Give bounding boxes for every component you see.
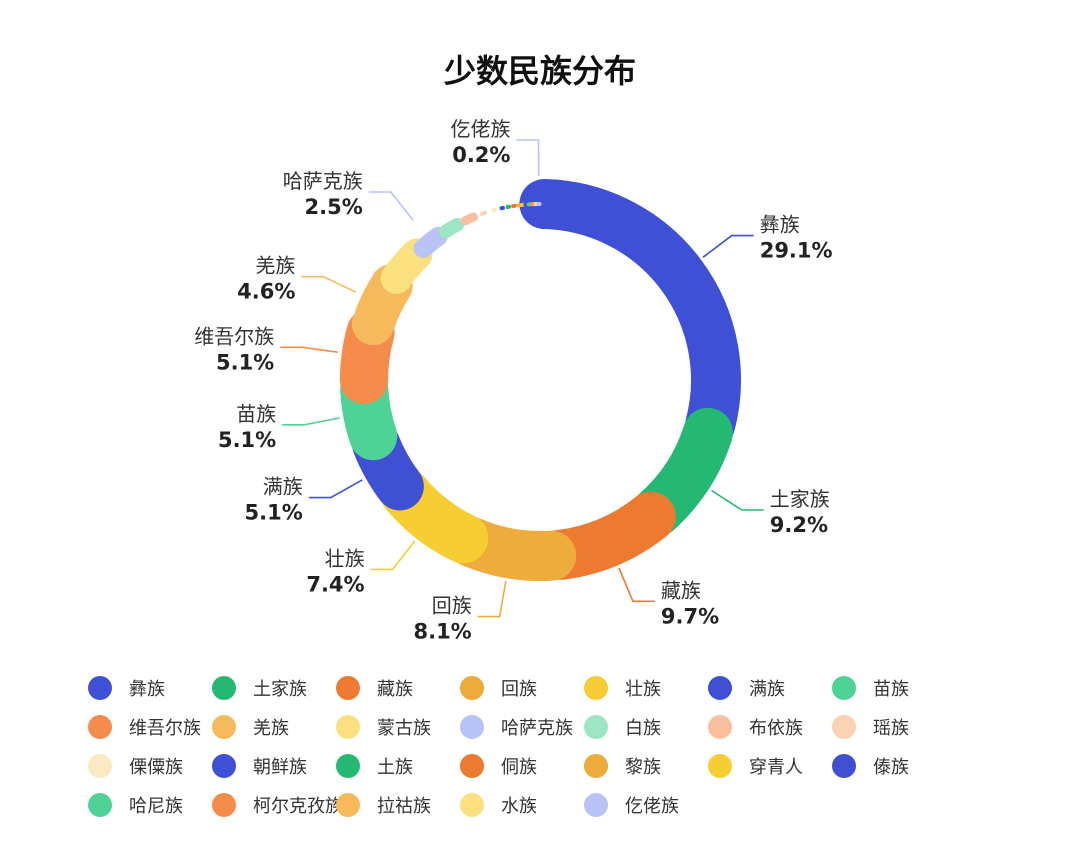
slice-布依族 [460, 212, 479, 226]
legend-swatch [336, 676, 360, 700]
data-label-value: 9.2% [770, 513, 828, 537]
leader-line [711, 489, 764, 511]
legend-label: 苗族 [873, 679, 909, 700]
legend-label: 哈尼族 [129, 796, 183, 817]
legend-swatch [832, 715, 856, 739]
legend-swatch [336, 793, 360, 817]
legend-swatch [88, 715, 112, 739]
data-label-value: 5.1% [245, 501, 303, 525]
legend-swatch [708, 715, 732, 739]
data-label-value: 7.4% [306, 572, 364, 596]
data-label-value: 2.5% [305, 195, 363, 219]
legend-swatch [460, 676, 484, 700]
leader-line [280, 346, 339, 353]
legend-label: 彝族 [129, 679, 165, 700]
leader-line [301, 275, 357, 293]
data-label-name: 苗族 [236, 402, 276, 426]
slice-彝族 [519, 179, 741, 450]
data-label-value: 0.2% [452, 143, 510, 167]
legend-swatch [584, 715, 608, 739]
data-label-name: 土家族 [770, 487, 830, 511]
leader-line [702, 234, 754, 258]
legend-label: 朝鲜族 [253, 757, 307, 778]
data-label-name: 壮族 [325, 546, 365, 570]
legend-label: 土族 [377, 757, 413, 778]
leader-line [282, 417, 340, 426]
leader-line [618, 567, 655, 603]
legend-label: 傣族 [873, 757, 909, 778]
legend-swatch [212, 754, 236, 778]
data-label-name: 维吾尔族 [194, 324, 274, 348]
legend-swatch [832, 754, 856, 778]
donut-slices [339, 179, 741, 581]
legend-label: 满族 [749, 679, 785, 700]
chart-title: 少数民族分布 [444, 52, 636, 90]
data-label-name: 满族 [263, 475, 303, 499]
data-label-name: 藏族 [661, 578, 701, 602]
legend-label: 傈僳族 [129, 757, 183, 778]
slice-白族 [438, 217, 465, 239]
legend-swatch [212, 676, 236, 700]
legend-swatch [212, 715, 236, 739]
legend-label: 壮族 [625, 679, 661, 700]
data-label-value: 29.1% [760, 239, 833, 263]
legend-label: 蒙古族 [377, 718, 431, 739]
data-label-name: 仡佬族 [450, 117, 510, 141]
leader-line [308, 479, 363, 499]
leader-line [477, 580, 507, 618]
data-label-value: 8.1% [413, 620, 471, 644]
leader-line [368, 191, 414, 221]
legend-swatch [584, 793, 608, 817]
legend-label: 拉祜族 [377, 796, 431, 817]
data-label-value: 5.1% [218, 428, 276, 452]
legend-swatch [336, 754, 360, 778]
legend-label: 黎族 [625, 757, 661, 778]
legend-label: 羌族 [253, 718, 289, 739]
legend-swatch [88, 676, 112, 700]
legend-swatch [708, 676, 732, 700]
legend-label: 哈萨克族 [501, 718, 573, 739]
legend-label: 藏族 [377, 679, 413, 700]
legend-label: 维吾尔族 [129, 718, 201, 739]
legend-swatch [460, 715, 484, 739]
slice-哈萨克族 [413, 226, 448, 258]
legend-label: 仡佬族 [625, 796, 679, 817]
legend-label: 柯尔克孜族 [253, 796, 343, 817]
legend-swatch [460, 754, 484, 778]
legend-label: 瑶族 [873, 718, 909, 739]
legend-swatch [88, 793, 112, 817]
data-label-name: 回族 [432, 594, 472, 618]
legend-label: 穿青人 [749, 757, 803, 778]
data-labels: 彝族29.1%土家族9.2%藏族9.7%回族8.1%壮族7.4%满族5.1%苗族… [194, 117, 832, 644]
legend-label: 布依族 [749, 718, 803, 739]
legend-swatch [88, 754, 112, 778]
legend-label: 回族 [501, 679, 537, 700]
legend-label: 白族 [625, 718, 661, 739]
legend-swatch [708, 754, 732, 778]
legend-swatch [460, 793, 484, 817]
leader-line [516, 139, 540, 177]
data-label-value: 4.6% [237, 280, 295, 304]
data-label-value: 9.7% [661, 604, 719, 628]
legend-swatch [212, 793, 236, 817]
data-label-value: 5.1% [216, 350, 274, 374]
data-label-name: 哈萨克族 [283, 169, 363, 193]
legend-swatch [584, 676, 608, 700]
data-label-name: 彝族 [760, 213, 800, 237]
legend-swatch [584, 754, 608, 778]
leader-line [370, 540, 416, 571]
legend-swatch [336, 715, 360, 739]
slice-瑶族 [479, 210, 488, 216]
data-label-name: 羌族 [255, 254, 295, 278]
legend-label: 土家族 [253, 679, 307, 700]
slice-蒙古族 [380, 238, 433, 294]
legend-label: 侗族 [501, 757, 537, 778]
legend-label: 水族 [501, 796, 537, 817]
legend-swatch [832, 676, 856, 700]
